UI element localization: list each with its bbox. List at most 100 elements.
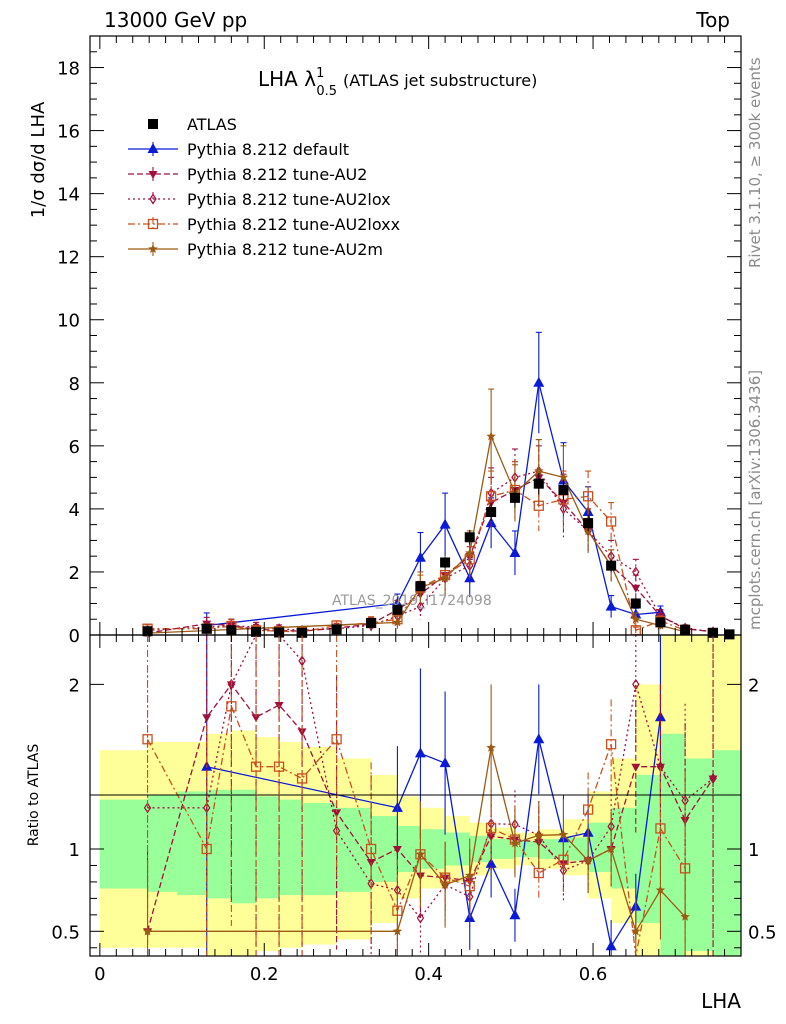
plot-title: LHA λ1 0.5(ATLAS jet substructure)	[258, 66, 537, 99]
ratio-point	[533, 733, 545, 744]
data-point	[142, 626, 153, 637]
series-ratio-line-1	[146, 683, 714, 932]
ratio-point	[486, 742, 496, 752]
y-tick-label: 10	[57, 311, 80, 332]
ratio-y-tick-label-right: 0.5	[748, 922, 777, 943]
ratio-y-tick-label: 0.5	[51, 922, 80, 943]
ratio-point	[631, 763, 641, 772]
data-point	[630, 598, 641, 609]
band-green-0	[99, 799, 148, 889]
series-point	[631, 584, 641, 593]
data-point	[708, 627, 719, 638]
data-point	[331, 624, 342, 635]
y-tick-label: 2	[69, 563, 80, 584]
legend-label: Pythia 8.212 tune-AU2	[187, 165, 367, 184]
legend-marker	[148, 119, 158, 129]
ratio-point	[534, 830, 544, 840]
band-green-22	[685, 758, 714, 952]
legend-marker	[148, 171, 158, 179]
ratio-point	[583, 855, 593, 865]
analysis-watermark: ATLAS_2019_I1724098	[332, 593, 492, 609]
series-point	[416, 601, 425, 613]
ratio-point	[332, 809, 342, 818]
ratio-point	[680, 911, 690, 921]
ratio-point	[558, 829, 569, 839]
data-point	[392, 604, 403, 615]
series-point	[533, 376, 545, 387]
series-ratio-line-4	[147, 747, 686, 933]
data-point	[724, 629, 735, 640]
series-point	[465, 548, 475, 558]
ratio-point	[296, 773, 308, 784]
series-line-0	[206, 382, 661, 627]
ratio-panel-frame	[89, 634, 742, 957]
x-tick-label: 0.6	[579, 964, 608, 985]
band-green-10	[397, 825, 421, 873]
ratio-point	[510, 838, 520, 848]
rivet-version-label: Rivet 3.1.10, ≥ 300k events	[746, 57, 764, 268]
x-tick-label: 0.4	[414, 964, 443, 985]
x-axis-label: LHA	[701, 989, 741, 1013]
series-line-1	[147, 476, 714, 634]
axis-ticks	[90, 35, 741, 956]
data-point	[486, 507, 497, 518]
data-point	[201, 623, 212, 634]
series-point	[605, 600, 617, 611]
ratio-point	[227, 678, 236, 690]
band-green-16	[538, 839, 564, 859]
y-tick-label: 0	[69, 626, 80, 647]
data-point	[606, 560, 617, 571]
legend-label: Pythia 8.212 tune-AU2m	[187, 240, 383, 259]
series-point	[509, 547, 521, 558]
data-point	[533, 478, 544, 489]
ratio-point	[143, 802, 152, 814]
ratio-point	[606, 844, 616, 853]
series-point	[485, 491, 497, 502]
ratio-point	[632, 678, 640, 690]
ratio-point	[486, 833, 496, 842]
legend-label: ATLAS	[187, 115, 237, 134]
ratio-y-axis-label: Ratio to ATLAS	[26, 744, 42, 847]
band-green-6	[279, 799, 303, 896]
legend-entry-0: ATLAS	[148, 115, 237, 134]
band-green-7	[302, 802, 337, 896]
ratio-y-tick-label: 2	[69, 675, 80, 696]
y-tick-label: 18	[57, 59, 80, 80]
series-point	[440, 573, 450, 583]
legend-entry-5: Pythia 8.212 tune-AU2m	[128, 240, 383, 259]
ratio-point	[142, 926, 153, 936]
y-tick-label: 4	[69, 500, 80, 521]
ratio-point	[605, 739, 617, 750]
ratio-point	[582, 804, 594, 815]
data-point	[583, 518, 594, 529]
ratio-point	[416, 912, 425, 924]
legend-marker	[149, 193, 157, 205]
data-point	[415, 581, 426, 592]
band-green-11	[420, 829, 446, 869]
ratio-point	[415, 849, 426, 859]
series-ratio-4	[142, 684, 690, 956]
ratio-point	[142, 734, 153, 745]
ratio-point	[655, 885, 666, 895]
svg-text:Ratio to ATLAS: Ratio to ATLAS	[26, 744, 42, 847]
ratio-point	[414, 747, 426, 758]
header-right: Top	[696, 8, 730, 32]
series-point	[486, 431, 496, 441]
ratio-point	[365, 843, 377, 855]
ratio-point	[226, 701, 237, 712]
data-point	[297, 627, 308, 638]
data-point	[274, 627, 285, 638]
ratio-point	[631, 926, 641, 936]
svg-text:1/σ dσ/d LHA: 1/σ dσ/d LHA	[28, 101, 49, 218]
legend-entry-3: Pythia 8.212 tune-AU2lox	[128, 190, 391, 209]
data-point	[655, 617, 666, 628]
legend: ATLAS Pythia 8.212 default Pythia 8.212 tu…	[128, 115, 400, 259]
band-green-23	[713, 750, 741, 956]
data-point	[251, 626, 262, 637]
ratio-point	[297, 728, 307, 737]
legend-entry-2: Pythia 8.212 tune-AU2	[128, 165, 367, 184]
series-point	[558, 472, 569, 482]
x-tick-label: 0	[94, 964, 105, 985]
ratio-point	[251, 714, 261, 723]
band-green-4	[231, 789, 257, 904]
